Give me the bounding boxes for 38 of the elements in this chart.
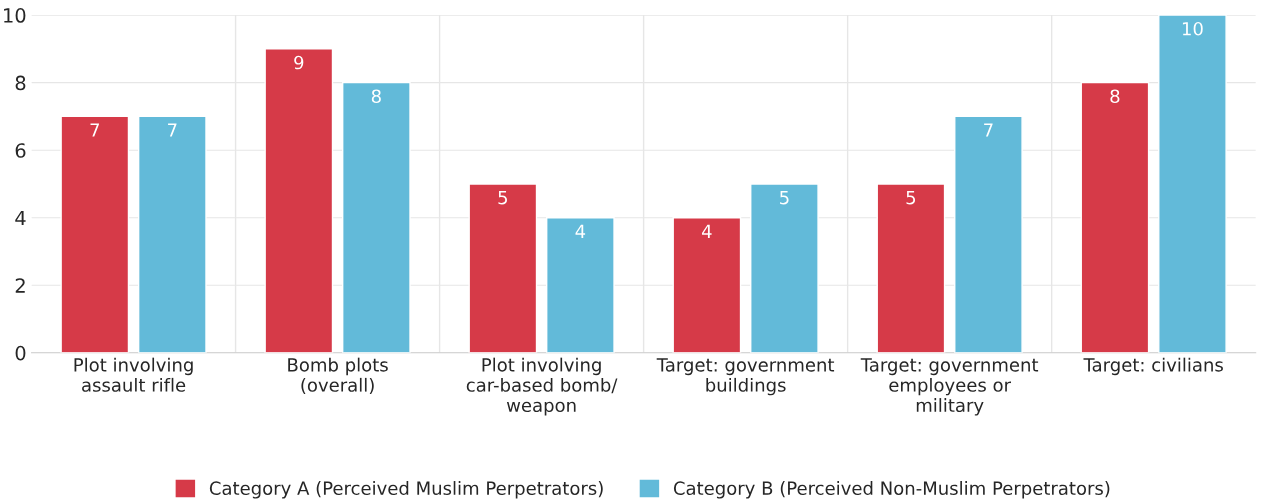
legend-label: Category B (Perceived Non-Muslim Perpetrators) xyxy=(673,481,1110,499)
bar xyxy=(468,183,538,353)
data-label: 4 xyxy=(575,224,586,238)
data-label: 8 xyxy=(1110,89,1120,104)
y-tick-label: 0 xyxy=(15,345,26,361)
data-label: 9 xyxy=(294,55,304,70)
y-tick-label: 4 xyxy=(15,210,26,226)
data-label: 4 xyxy=(702,224,712,238)
y-tick-label: 10 xyxy=(4,8,26,23)
x-tick-label: Target: civilians xyxy=(1083,357,1223,376)
x-tick-label: Plot involving car-based bomb/weapon xyxy=(466,357,618,416)
x-tick-label: Target: government buildings xyxy=(656,358,835,396)
bar xyxy=(876,183,946,353)
data-label: 8 xyxy=(371,89,381,104)
bar xyxy=(672,217,742,353)
bar xyxy=(1080,81,1150,353)
x-tick-label: Bomb plots (overall) xyxy=(288,357,388,394)
y-tick-label: 6 xyxy=(15,143,26,158)
x-tick-label: Target: government employees or military xyxy=(860,358,1039,416)
x-tick-label: Plot involving assault rifle xyxy=(74,357,193,392)
data-label: 5 xyxy=(780,190,789,205)
bar xyxy=(341,81,411,353)
bar xyxy=(750,183,819,353)
bar xyxy=(137,115,207,353)
data-label: 7 xyxy=(168,123,177,137)
bar xyxy=(546,217,615,353)
bar xyxy=(954,115,1023,353)
data-label: 10 xyxy=(1182,21,1203,36)
bar xyxy=(60,115,130,353)
y-tick-label: 8 xyxy=(15,75,26,91)
y-tick-label: 2 xyxy=(15,278,25,293)
data-label: 5 xyxy=(498,190,508,205)
legend-label: Category A (Perceived Muslim Perpetrators) xyxy=(209,481,603,499)
bar xyxy=(264,48,334,353)
data-label: 7 xyxy=(90,123,99,137)
data-label: 5 xyxy=(906,190,916,205)
data-label: 7 xyxy=(984,123,993,137)
bar xyxy=(1158,15,1227,353)
